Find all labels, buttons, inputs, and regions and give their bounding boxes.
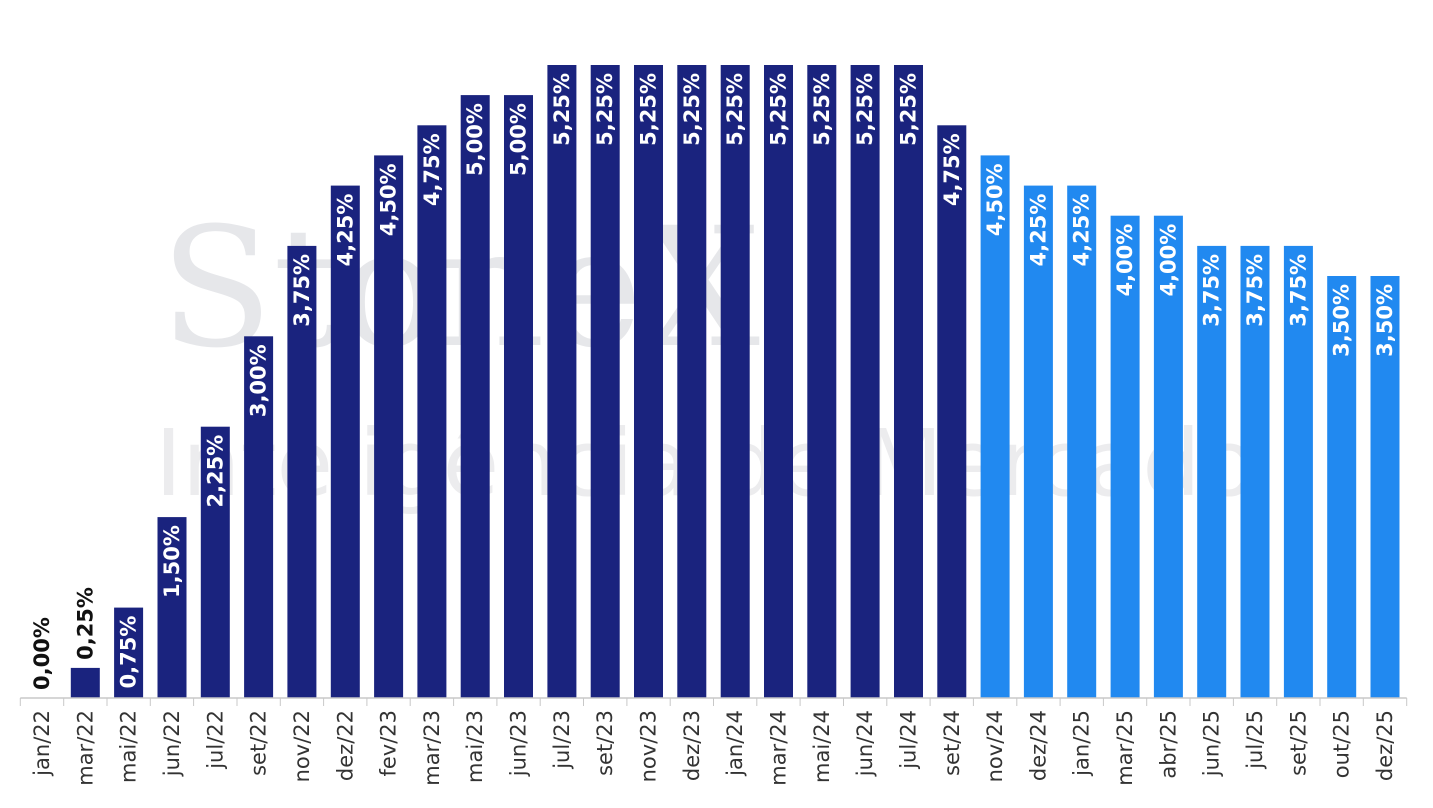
x-tick-label: jan/25 <box>1070 710 1094 777</box>
bar-value-label: 3,50% <box>1330 284 1354 357</box>
x-tick-label: jun/25 <box>1200 710 1224 777</box>
bar-value-label: 3,75% <box>1286 254 1310 327</box>
bar-value-label: 1,50% <box>160 525 184 598</box>
x-tick-label: dez/25 <box>1373 710 1397 781</box>
bar-mai/23 <box>460 95 490 699</box>
bar-value-label: 0,75% <box>117 616 141 689</box>
bar-value-label: 5,00% <box>507 103 531 176</box>
x-tick-label: set/24 <box>940 710 964 776</box>
bar-mai/22 <box>114 607 144 698</box>
x-tick-label: jan/24 <box>723 710 747 777</box>
bar-nov/23 <box>634 65 663 698</box>
x-tick-label: jul/24 <box>897 710 921 770</box>
x-tick-label: set/23 <box>593 710 617 776</box>
x-tick-label: mai/23 <box>463 710 487 783</box>
bar-value-label: 3,00% <box>247 344 271 417</box>
bar-jun/25 <box>1197 245 1227 698</box>
bar-value-label: 4,50% <box>377 163 401 236</box>
bar-nov/22 <box>287 245 317 698</box>
x-tick-label: set/25 <box>1286 710 1310 776</box>
x-tick-label: jun/24 <box>853 710 877 777</box>
x-tick-label: mai/24 <box>810 710 834 783</box>
bar-set/23 <box>590 65 620 698</box>
bar-value-label: 4,00% <box>1113 224 1137 297</box>
x-tick-label: mar/22 <box>73 710 97 786</box>
bar-value-label: 4,25% <box>1026 194 1050 267</box>
bar-out/25 <box>1327 276 1357 698</box>
bar-set/25 <box>1283 245 1313 698</box>
x-tick-label: mar/24 <box>767 710 791 786</box>
bar-mar/23 <box>417 125 447 699</box>
bar-value-label: 4,75% <box>940 133 964 206</box>
bar-value-label: 4,75% <box>420 133 444 206</box>
bar-value-label: 5,00% <box>463 103 487 176</box>
bar-nov/24 <box>980 155 1010 698</box>
bar-set/22 <box>244 336 274 698</box>
bar-value-label: 4,00% <box>1156 224 1180 297</box>
bar-dez/24 <box>1023 185 1053 699</box>
x-tick-label: nov/22 <box>290 710 314 782</box>
bar-value-label: 5,25% <box>767 73 791 146</box>
bars: 0,00% 0,25% 0,75% 1,50% 2,25% 3,00% 3,75% 4,25%… <box>30 65 1400 699</box>
bar-value-label: 4,50% <box>983 163 1007 236</box>
x-tick-label: nov/23 <box>637 710 661 782</box>
bar-value-label: 3,75% <box>1243 254 1267 327</box>
x-tick-label: jan/22 <box>30 710 54 777</box>
bar-jul/25 <box>1240 245 1270 698</box>
bar-mai/24 <box>807 65 837 698</box>
x-tick-label: jun/23 <box>507 710 531 777</box>
bar-dez/25 <box>1370 276 1400 698</box>
bar-value-label: 3,75% <box>290 254 314 327</box>
bar-abr/25 <box>1153 215 1183 698</box>
bar-mar/22 <box>70 667 100 698</box>
x-tick-label: out/25 <box>1330 710 1354 778</box>
x-tick-label: dez/23 <box>680 710 704 781</box>
bar-value-label: 3,75% <box>1200 254 1224 327</box>
bar-jul/24 <box>894 65 923 698</box>
bar-value-label: 2,25% <box>203 435 227 508</box>
bar-mar/25 <box>1110 215 1140 698</box>
x-tick-label: jul/23 <box>550 710 574 770</box>
bar-dez/22 <box>330 185 360 699</box>
x-tick-label: jul/22 <box>203 710 227 770</box>
x-tick-label: abr/25 <box>1156 710 1180 779</box>
bar-set/24 <box>937 125 967 699</box>
bar-value-label: 4,25% <box>333 194 357 267</box>
x-axis: jan/22 mar/22 mai/22 jun/22 jul/22 set/22 nov/… <box>19 697 1408 786</box>
bar-value-label: 4,25% <box>1070 194 1094 267</box>
x-tick-label: fev/23 <box>377 710 401 777</box>
bar-value-label: 5,25% <box>853 73 877 146</box>
bar-jul/22 <box>200 426 230 698</box>
x-tick-label: dez/22 <box>333 710 357 781</box>
bar-value-label: 5,25% <box>593 73 617 146</box>
x-tick-label: mar/25 <box>1113 710 1137 786</box>
bar-value-label: 5,25% <box>810 73 834 146</box>
x-tick-label: jun/22 <box>160 710 184 777</box>
bar-value-label: 5,25% <box>680 73 704 146</box>
x-tick-label: jul/25 <box>1243 710 1267 770</box>
bar-jul/23 <box>547 65 577 698</box>
bar-value-label: 0,00% <box>30 617 54 690</box>
bar-value-label: 5,25% <box>637 73 661 146</box>
bar-value-label: 3,50% <box>1373 284 1397 357</box>
bar-value-label: 5,25% <box>550 73 574 146</box>
bar-fev/23 <box>374 155 404 698</box>
x-tick-label: mar/23 <box>420 710 444 786</box>
x-tick-label: nov/24 <box>983 710 1007 782</box>
bar-dez/23 <box>677 65 707 698</box>
bar-jun/23 <box>504 95 533 699</box>
bar-value-label: 5,25% <box>897 73 921 146</box>
x-tick-label: set/22 <box>247 710 271 776</box>
bar-value-label: 0,25% <box>73 587 97 660</box>
bar-value-label: 5,25% <box>723 73 747 146</box>
x-tick-label: dez/24 <box>1026 710 1050 781</box>
bar-jun/24 <box>850 65 880 698</box>
bar-jan/24 <box>720 65 750 698</box>
x-tick-label: mai/22 <box>117 710 141 783</box>
bar-jun/22 <box>157 517 187 698</box>
bar-jan/25 <box>1067 185 1097 699</box>
bar-mar/24 <box>764 65 793 698</box>
